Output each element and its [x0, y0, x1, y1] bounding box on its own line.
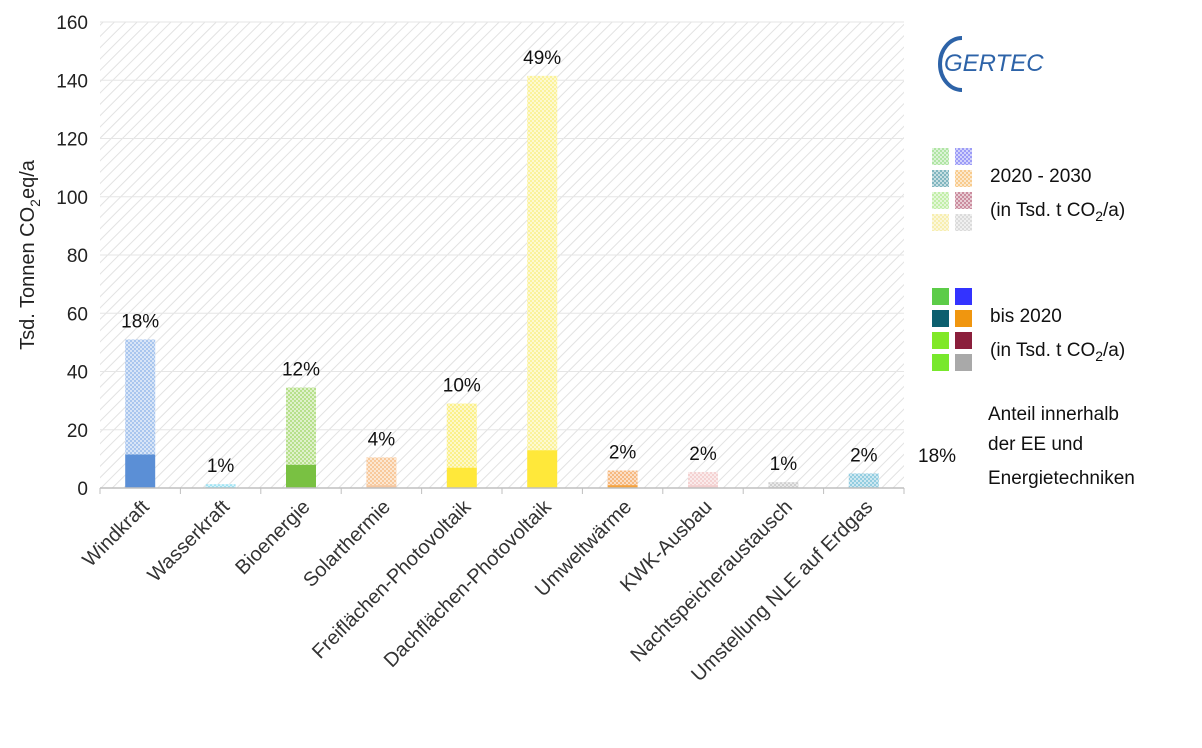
percent-label: 2%	[689, 444, 717, 465]
percent-label: 18%	[121, 311, 159, 332]
legend-swatch-hatch-overlay	[932, 148, 949, 165]
bar-segment-bis-2020	[688, 485, 718, 488]
legend-label-bis-2020: bis 2020	[990, 306, 1062, 327]
bar-hatch-overlay	[286, 387, 316, 465]
percent-label: 12%	[282, 360, 320, 381]
bar-hatch-overlay	[848, 473, 879, 488]
percent-label: 49%	[523, 48, 561, 69]
x-tick-label: Bioenergie	[231, 496, 314, 579]
y-tick-label: 140	[56, 71, 88, 92]
gertec-logo: GERTEC	[938, 36, 1044, 92]
bar-hatch-overlay	[607, 470, 638, 486]
legend-swatch-solid	[932, 310, 949, 327]
bar-segment-bis-2020	[607, 485, 638, 488]
x-tick-label: Dachflächen-Photovoltaik	[380, 495, 557, 672]
percent-label: 2%	[850, 445, 878, 466]
legend-swatch-hatch-overlay	[932, 214, 949, 231]
x-tick-label: Freiflächen-Photovoltaik	[308, 495, 476, 663]
percent-label: 1%	[207, 456, 235, 477]
legend-unit-bis-2020: (in Tsd. t CO2/a)	[990, 340, 1125, 364]
legend-swatch-hatch-overlay	[932, 170, 949, 187]
legend-share-line1: Anteil innerhalb	[988, 404, 1119, 425]
legend-unit-2020-2030: (in Tsd. t CO2/a)	[990, 200, 1125, 224]
legend-swatch-solid	[955, 310, 972, 327]
percent-label: 4%	[368, 429, 396, 450]
bar-hatch-overlay	[446, 403, 477, 468]
bar-hatch-overlay	[366, 457, 397, 486]
y-tick-label: 20	[67, 421, 88, 442]
bars	[125, 75, 879, 488]
y-tick-label: 60	[67, 304, 88, 325]
y-tick-labels: 0 20 40 60 80 100 120 140 160	[56, 13, 88, 500]
legend-share-line2: der EE und	[988, 434, 1083, 455]
y-tick-label: 40	[67, 363, 88, 384]
percent-label: 1%	[770, 454, 798, 475]
legend-swatch-hatch-overlay	[955, 148, 972, 165]
x-tick-label: Nachtspeicheraustausch	[627, 496, 797, 666]
bar-segment-bis-2020	[366, 485, 397, 488]
percent-labels: 18% 1% 12% 4% 10% 49% 2% 2% 1% 2%	[121, 48, 877, 477]
y-tick-label: 100	[56, 188, 88, 209]
x-tick-label: Windkraft	[78, 496, 154, 572]
bar-segment-bis-2020	[286, 464, 316, 488]
x-tick-labels: WindkraftWasserkraftBioenergieSolartherm…	[78, 495, 877, 686]
legend-swatches-2020-2030	[932, 148, 972, 231]
legend-swatch-hatch-overlay	[932, 192, 949, 209]
y-tick-label: 120	[56, 130, 88, 151]
y-axis-label: Tsd. Tonnen CO2eq/a	[17, 159, 43, 350]
legend-swatch-hatch-overlay	[955, 214, 972, 231]
bar-hatch-overlay	[527, 75, 558, 451]
legend-swatch-solid	[932, 288, 949, 305]
legend-swatch-hatch-overlay	[955, 192, 972, 209]
bar-hatch-overlay	[688, 471, 718, 486]
legend-share-line3: Energietechniken	[988, 468, 1135, 489]
legend-swatch-solid	[932, 332, 949, 349]
y-tick-label: 0	[77, 479, 88, 500]
y-tick-label: 160	[56, 13, 88, 34]
bar-hatch-overlay	[125, 339, 156, 455]
legend-label-2020-2030: 2020 - 2030	[990, 166, 1091, 187]
legend-swatch-solid	[955, 354, 972, 371]
legend-share-example: 18%	[918, 446, 956, 467]
percent-label: 2%	[609, 443, 637, 464]
bar-hatch-overlay	[768, 482, 799, 488]
bar-segment-bis-2020	[446, 467, 477, 488]
logo-text: GERTEC	[944, 50, 1044, 77]
legend-swatch-solid	[932, 354, 949, 371]
legend-swatch-hatch-overlay	[955, 170, 972, 187]
bar-segment-bis-2020	[527, 450, 558, 488]
legend-swatches-bis-2020	[932, 288, 972, 371]
legend-swatch-solid	[955, 288, 972, 305]
percent-label: 10%	[443, 376, 481, 397]
logo-arc	[938, 36, 963, 92]
bar-hatch-overlay	[205, 484, 236, 488]
x-tick-label: Wasserkraft	[144, 496, 235, 587]
bar-segment-bis-2020	[125, 454, 156, 488]
legend: 2020 - 2030 (in Tsd. t CO2/a) bis 2020 (…	[918, 148, 1135, 489]
y-tick-label: 80	[67, 246, 88, 267]
legend-swatch-solid	[955, 332, 972, 349]
gridlines	[99, 21, 905, 494]
